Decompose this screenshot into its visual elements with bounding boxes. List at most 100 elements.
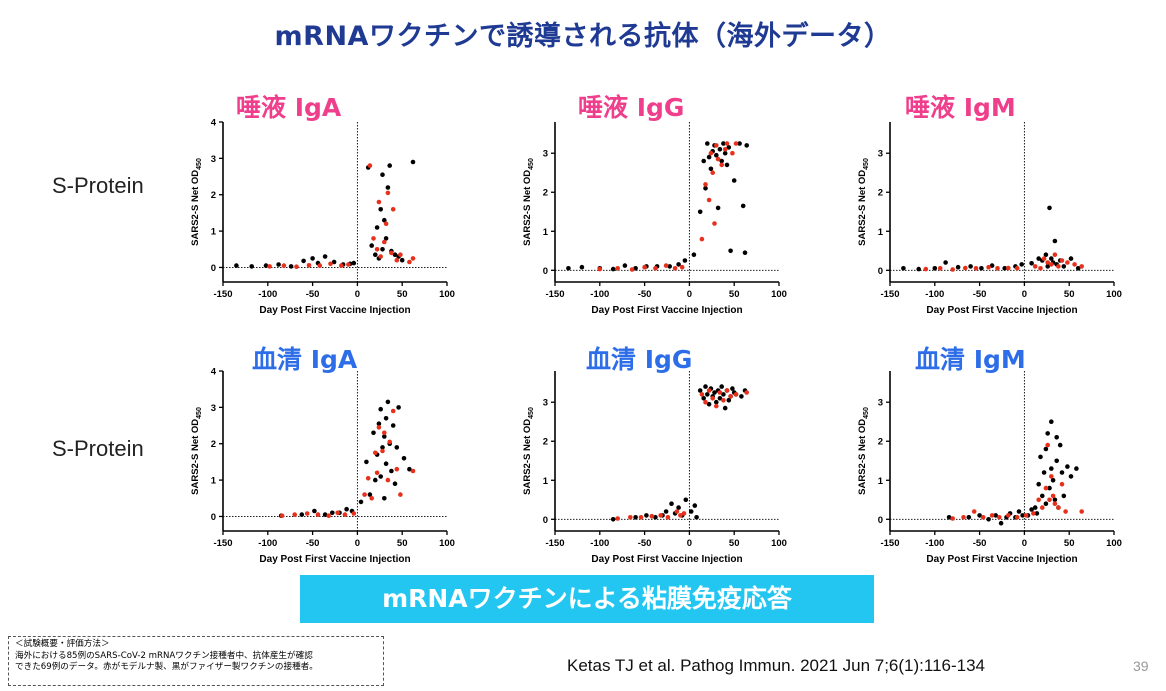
- data-point-pfizer: [1049, 419, 1054, 424]
- data-point-pfizer: [726, 145, 732, 150]
- data-point-pfizer: [376, 421, 382, 426]
- data-point-pfizer: [310, 256, 315, 261]
- data-point-pfizer: [714, 399, 719, 405]
- x-tick-label: 50: [397, 538, 408, 549]
- data-point-pfizer: [706, 401, 712, 407]
- data-point-moderna: [374, 247, 380, 252]
- data-point-pfizer: [946, 515, 952, 520]
- data-point-pfizer: [731, 178, 737, 183]
- x-axis-label: Day Post First Vaccine Injection: [259, 554, 410, 564]
- data-point-moderna: [410, 468, 416, 474]
- data-point-pfizer: [1016, 509, 1022, 514]
- data-point-moderna: [963, 265, 968, 271]
- data-point-pfizer: [364, 459, 369, 465]
- x-tick-label: -50: [306, 538, 320, 549]
- data-point-pfizer: [382, 217, 387, 223]
- data-point-pfizer: [1045, 431, 1050, 436]
- data-point-moderna: [382, 239, 387, 245]
- y-tick-label: 4: [211, 367, 217, 378]
- x-tick-label: -50: [638, 538, 652, 549]
- data-point-moderna: [398, 252, 403, 257]
- data-point-pfizer: [1057, 442, 1063, 448]
- data-point-pfizer: [385, 399, 391, 405]
- data-point-pfizer: [1059, 470, 1065, 475]
- data-point-moderna: [1056, 264, 1061, 269]
- data-point-pfizer: [724, 162, 730, 168]
- data-point-moderna: [1063, 509, 1068, 514]
- y-tick-label: 1: [543, 227, 549, 238]
- data-point-moderna: [328, 261, 333, 267]
- data-point-moderna: [733, 141, 739, 146]
- y-axis-label: SARS2-S Net OD450: [522, 407, 535, 495]
- x-axis-label: Day Post First Vaccine Injection: [591, 554, 742, 564]
- data-point-pfizer: [701, 396, 706, 401]
- y-axis-label: SARS2-S Net OD450: [857, 407, 870, 495]
- x-tick-label: -100: [258, 289, 277, 300]
- data-point-moderna: [382, 430, 387, 436]
- data-point-pfizer: [1052, 497, 1058, 503]
- data-point-moderna: [724, 388, 730, 393]
- data-point-pfizer: [322, 254, 328, 259]
- data-point-moderna: [292, 512, 297, 517]
- data-point-moderna: [1006, 513, 1011, 518]
- y-axis-label-subscript: 450: [528, 158, 535, 170]
- data-point-pfizer: [993, 513, 998, 518]
- data-point-pfizer: [744, 143, 749, 148]
- data-point-moderna: [315, 512, 321, 517]
- data-point-moderna: [724, 141, 730, 146]
- data-point-pfizer: [669, 501, 674, 506]
- data-point-moderna: [986, 264, 991, 270]
- data-point-pfizer: [1050, 478, 1056, 483]
- data-point-moderna: [722, 147, 728, 152]
- data-point-pfizer: [1047, 205, 1052, 211]
- data-point-pfizer: [998, 520, 1004, 526]
- data-point-moderna: [615, 516, 620, 521]
- data-point-moderna: [378, 254, 383, 259]
- data-point-moderna: [281, 263, 287, 268]
- panel-title-saliva-igm: 唾液 IgM: [905, 93, 1016, 122]
- scatter-chart-saliva-igg: -150 -100 -50 0 50 100 0 1 2 3 Day Post First Vacc…: [522, 122, 787, 315]
- data-point-pfizer: [390, 423, 396, 428]
- data-point-pfizer: [705, 392, 710, 397]
- x-axis-label: Day Post First Vaccine Injection: [259, 305, 410, 315]
- data-point-moderna: [367, 163, 373, 168]
- y-tick-label: 2: [878, 437, 883, 448]
- data-point-pfizer: [722, 405, 728, 411]
- data-point-moderna: [672, 266, 678, 271]
- notes-heading: ＜試験概要・評価方法＞: [15, 639, 110, 649]
- data-point-pfizer: [692, 503, 698, 508]
- data-point-pfizer: [401, 456, 407, 461]
- data-point-moderna: [294, 264, 299, 269]
- data-point-pfizer: [1029, 507, 1034, 512]
- data-point-moderna: [362, 492, 367, 497]
- data-point-moderna: [615, 266, 620, 271]
- y-axis-label-text: SARS2-S Net OD: [190, 419, 201, 495]
- data-point-moderna: [383, 221, 389, 227]
- row-label-saliva: S-Protein: [52, 173, 144, 198]
- data-point-pfizer: [715, 205, 721, 211]
- x-tick-label: -100: [925, 538, 944, 549]
- x-tick-label: -150: [880, 289, 899, 300]
- data-point-pfizer: [382, 496, 387, 501]
- data-point-moderna: [715, 156, 721, 162]
- data-point-pfizer: [726, 398, 732, 403]
- data-point-pfizer: [344, 506, 349, 512]
- data-point-pfizer: [380, 445, 385, 450]
- data-point-moderna: [703, 399, 708, 405]
- scatter-chart-saliva-iga: -150 -100 -50 0 50 100 0 1 2 3 4 Day Post First Vac…: [190, 118, 455, 315]
- panel-title-serum-igg: 血清 IgG: [586, 345, 693, 374]
- data-point-pfizer: [380, 247, 385, 252]
- data-point-pfizer: [1043, 446, 1049, 452]
- data-point-moderna: [1047, 497, 1052, 503]
- data-point-pfizer: [703, 186, 708, 191]
- data-point-moderna: [380, 448, 385, 454]
- data-point-moderna: [721, 398, 726, 403]
- data-point-pfizer: [667, 264, 672, 269]
- x-tick-label: -150: [880, 538, 899, 549]
- data-point-moderna: [369, 496, 374, 501]
- data-point-pfizer: [322, 512, 328, 517]
- notes-line: 海外における85例のSARS-CoV-2 mRNAワクチン接種者中、抗体産生が確…: [15, 650, 313, 661]
- data-point-pfizer: [968, 264, 973, 269]
- data-point-pfizer: [721, 141, 726, 146]
- data-point-moderna: [376, 425, 382, 430]
